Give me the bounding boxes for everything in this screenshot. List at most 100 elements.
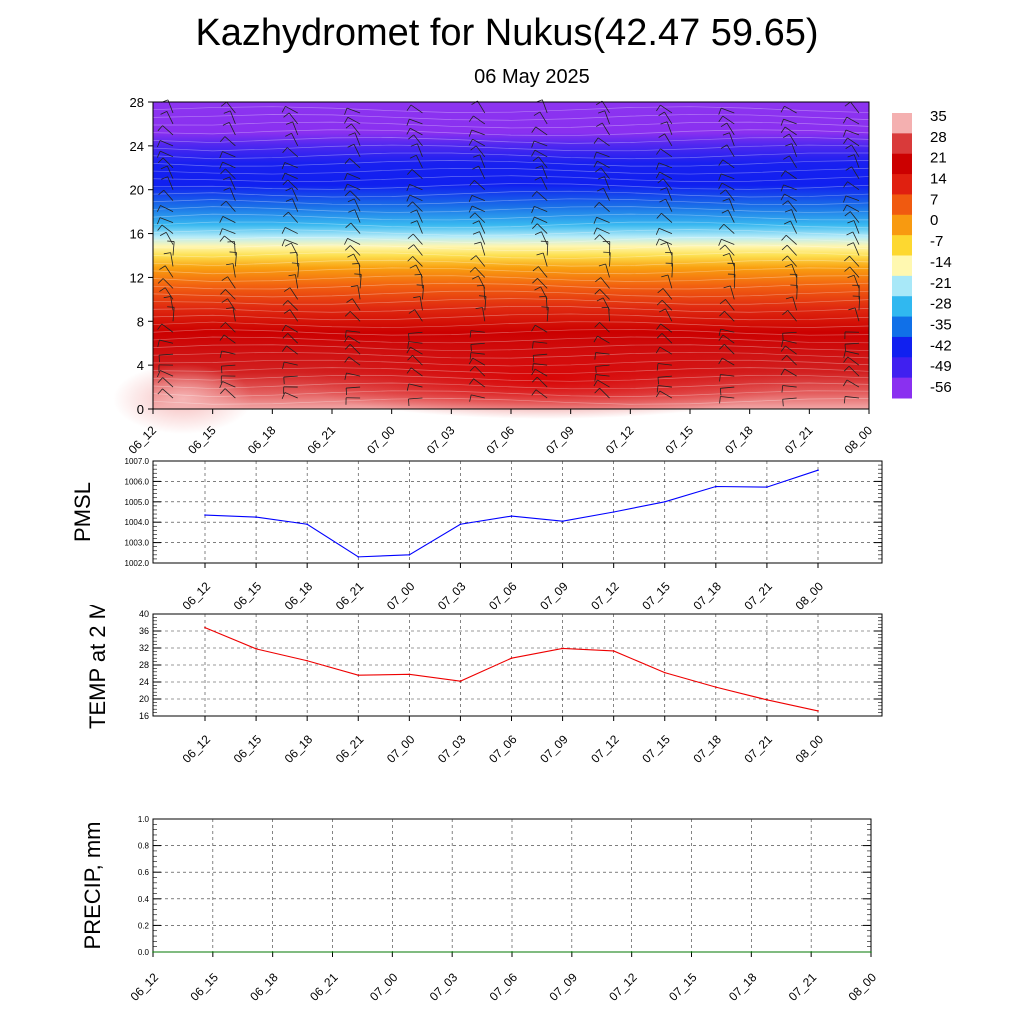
wind-barb <box>291 187 299 201</box>
wind-barb-flag <box>344 372 347 380</box>
x-tick-label: 07_09 <box>537 732 571 766</box>
wind-barb <box>783 118 797 125</box>
wind-barb-flag <box>163 252 171 255</box>
colorbar-label: 28 <box>930 129 947 146</box>
series-point <box>715 686 717 688</box>
wind-barb <box>786 355 797 366</box>
wind-barb-flag <box>407 169 413 175</box>
wind-barb <box>352 298 361 311</box>
colorbar-swatch <box>892 153 912 175</box>
wind-barb <box>661 333 673 344</box>
wind-barb <box>419 296 423 311</box>
wind-barb-flag <box>719 374 721 382</box>
wind-barb-flag <box>472 165 479 170</box>
wind-barb <box>598 202 610 212</box>
wind-barb-flag <box>719 344 725 350</box>
wind-barb-flag <box>410 220 418 224</box>
wind-barb-flag <box>406 367 412 374</box>
wind-barb <box>662 178 673 190</box>
x-tick-label: 07_09 <box>546 970 580 1004</box>
wind-barb <box>222 216 236 223</box>
wind-barb-flag <box>282 333 289 339</box>
x-tick-label: 07_15 <box>666 970 700 1004</box>
wind-barb <box>286 345 298 355</box>
wind-barb <box>602 297 610 311</box>
wind-barb <box>848 365 860 377</box>
wind-barb <box>665 308 673 322</box>
wind-barb-flag <box>596 122 603 127</box>
contour-line <box>152 382 870 390</box>
wind-barb <box>671 263 673 278</box>
wind-barb <box>473 378 486 388</box>
contour-line <box>152 321 870 328</box>
wind-barb <box>536 191 548 201</box>
wind-barb-flag <box>222 121 230 126</box>
wind-barb <box>475 145 486 158</box>
wind-barb-flag <box>281 106 286 113</box>
wind-barb <box>159 140 174 147</box>
wind-barb-flag <box>720 144 728 149</box>
wind-barb <box>596 227 610 234</box>
wind-barb <box>846 204 860 212</box>
wind-barb <box>785 234 797 245</box>
wind-barb <box>422 285 425 300</box>
contour-line <box>152 313 870 321</box>
wind-barb <box>234 252 237 267</box>
wind-barb-flag <box>847 274 855 279</box>
wind-barb <box>609 252 611 267</box>
contour-line <box>152 198 870 206</box>
wind-barb-flag <box>531 216 535 224</box>
wind-barb <box>666 242 673 256</box>
wind-barb <box>225 289 236 300</box>
wind-barb-flag <box>345 330 347 338</box>
contour-line <box>152 367 870 374</box>
y-tick-label: 1007.0 <box>125 457 150 466</box>
wind-barb-flag <box>844 255 850 262</box>
wind-barb <box>784 126 797 136</box>
chart-subtitle: 06 May 2025 <box>474 66 590 88</box>
wind-barb <box>720 386 735 389</box>
wind-barb <box>229 187 236 201</box>
colorbar-swatch <box>892 214 912 236</box>
contour-line <box>152 390 870 397</box>
wind-barb <box>470 352 485 355</box>
x-tick-label: 06_21 <box>307 970 341 1004</box>
series-point <box>612 650 615 652</box>
wind-barb <box>229 176 236 190</box>
wind-barb <box>223 334 236 344</box>
wind-barb <box>595 352 610 355</box>
wind-barb <box>728 198 735 212</box>
contour-line <box>152 267 870 275</box>
colorbar-label: -42 <box>930 337 952 354</box>
x-tick-label: 07_03 <box>435 732 469 766</box>
wind-barb-flag <box>598 263 606 267</box>
colorbar-label: 21 <box>930 150 947 167</box>
wind-barb-flag <box>656 333 663 339</box>
wind-barb-flag <box>846 231 854 236</box>
wind-barb <box>858 296 861 311</box>
colorbar-swatch <box>892 235 912 256</box>
wind-barb-flag <box>843 379 848 387</box>
wind-barb <box>409 127 423 136</box>
wind-barb <box>354 132 361 147</box>
wind-barb <box>853 154 860 168</box>
wind-barb-flag <box>780 345 786 352</box>
wind-barb-flag <box>157 224 163 231</box>
colorbar-label: -56 <box>930 379 952 396</box>
x-tick-label: 07_03 <box>427 970 461 1004</box>
wind-barb <box>845 129 860 136</box>
wind-barb-flag <box>163 296 171 299</box>
y-tick-label: 28 <box>130 95 144 110</box>
series-point <box>255 648 257 650</box>
wind-barb-flag <box>718 173 722 181</box>
wind-barb <box>478 220 486 234</box>
wind-barb <box>284 227 298 234</box>
wind-barb <box>659 390 673 399</box>
wind-barb <box>851 144 860 158</box>
wind-barb <box>541 165 548 179</box>
wind-barb-flag <box>721 209 729 214</box>
wind-barb-flag <box>781 340 784 348</box>
contour-line <box>152 275 870 282</box>
wind-barb <box>408 383 423 388</box>
series-point <box>810 951 812 953</box>
